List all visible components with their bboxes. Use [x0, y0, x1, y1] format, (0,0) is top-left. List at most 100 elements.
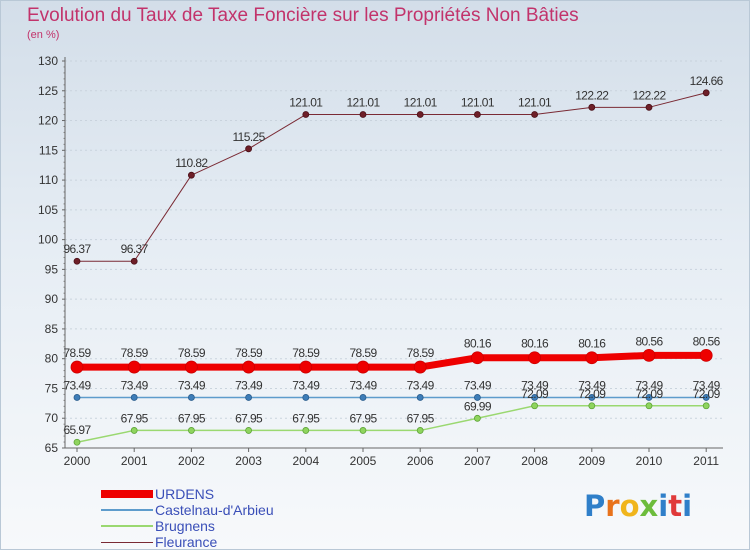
legend-item: Fleurance	[101, 534, 274, 550]
data-label: 80.16	[521, 337, 549, 351]
data-point	[642, 348, 656, 362]
data-point	[585, 351, 599, 365]
y-tick-label: 100	[38, 233, 58, 247]
data-label: 73.49	[349, 378, 377, 392]
data-label: 80.56	[693, 334, 721, 348]
legend-item: URDENS	[101, 486, 274, 502]
data-label: 73.49	[464, 378, 492, 392]
data-point	[187, 394, 195, 401]
data-point	[473, 111, 481, 118]
data-label: 78.59	[121, 346, 149, 360]
data-label: 96.37	[121, 242, 149, 256]
data-label: 121.01	[518, 96, 552, 110]
data-label: 69.99	[464, 399, 492, 413]
data-label: 121.01	[404, 96, 438, 110]
data-label: 80.56	[635, 334, 663, 348]
data-point	[531, 394, 538, 401]
y-tick-label: 105	[38, 203, 58, 217]
data-point	[699, 348, 713, 362]
y-tick-label: 70	[45, 411, 59, 425]
data-label: 73.49	[578, 378, 606, 392]
data-label: 80.16	[464, 337, 492, 351]
data-label: 73.49	[178, 378, 206, 392]
data-point	[645, 402, 653, 410]
data-label: 72.09	[521, 387, 549, 401]
data-point	[359, 427, 367, 434]
data-point	[702, 394, 710, 401]
data-label: 78.59	[235, 346, 263, 360]
data-point	[359, 111, 367, 118]
proxiti-logo: Proxiti	[584, 489, 692, 523]
data-point	[588, 103, 596, 111]
y-tick-label: 85	[45, 322, 59, 336]
x-tick-label: 2005	[350, 454, 377, 468]
data-label: 121.01	[289, 96, 323, 110]
x-tick-label: 2000	[64, 454, 91, 468]
data-point	[70, 360, 84, 374]
data-point	[245, 394, 253, 401]
data-point	[302, 111, 310, 118]
legend-item: Castelnau-d'Arbieu	[101, 502, 274, 518]
legend-swatch	[101, 525, 153, 527]
series-line-Brugnens	[76, 405, 707, 443]
legend-label: Fleurance	[155, 534, 218, 550]
data-label: 78.59	[292, 346, 320, 360]
y-tick-label: 125	[38, 84, 58, 98]
data-point	[645, 103, 653, 111]
data-point	[356, 360, 370, 374]
data-label: 78.59	[63, 346, 91, 360]
legend-item: Brugnens	[101, 518, 274, 534]
legend-label: Brugnens	[155, 518, 215, 534]
logo-letter: i	[658, 489, 669, 523]
data-point	[359, 394, 367, 401]
y-tick-label: 80	[45, 352, 59, 366]
data-point	[473, 394, 481, 401]
data-label: 80.16	[578, 337, 606, 351]
data-point	[127, 360, 141, 374]
data-label: 110.82	[175, 156, 208, 170]
x-tick-label: 2004	[292, 454, 319, 468]
y-tick-label: 95	[45, 262, 59, 276]
data-point	[187, 171, 195, 179]
data-label: 73.49	[407, 378, 435, 392]
chart-title: Evolution du Taux de Taxe Foncière sur l…	[27, 5, 579, 26]
data-label: 122.22	[632, 88, 666, 102]
data-label: 73.49	[635, 378, 663, 392]
data-label: 73.49	[693, 378, 721, 392]
data-label: 122.22	[575, 88, 609, 102]
data-point	[645, 394, 653, 401]
data-label: 121.01	[346, 96, 380, 110]
data-point	[242, 360, 256, 374]
chart-unit: (en %)	[27, 29, 60, 41]
data-point	[130, 257, 138, 265]
x-tick-label: 2006	[407, 454, 434, 468]
legend-label: URDENS	[155, 486, 215, 502]
x-tick-label: 2002	[178, 454, 205, 468]
data-point	[470, 351, 484, 365]
y-tick-label: 115	[39, 143, 58, 157]
data-point	[245, 427, 253, 434]
x-tick-label: 2011	[693, 454, 719, 468]
data-label: 67.95	[349, 411, 377, 425]
data-point	[73, 438, 81, 446]
data-label: 73.49	[235, 378, 263, 392]
legend-swatch	[101, 509, 153, 511]
x-tick-label: 2008	[521, 454, 548, 468]
data-point	[184, 360, 198, 374]
logo-letter: o	[619, 489, 640, 523]
data-label: 73.49	[292, 378, 320, 392]
data-point	[416, 394, 424, 401]
y-tick-label: 110	[39, 173, 58, 187]
data-point	[299, 360, 313, 374]
data-point	[531, 111, 538, 118]
data-label: 115.25	[232, 130, 265, 144]
data-label: 72.09	[635, 387, 663, 401]
data-label: 96.37	[63, 242, 91, 256]
data-point	[187, 427, 195, 434]
data-label: 65.97	[63, 423, 91, 437]
data-point	[531, 402, 538, 410]
y-tick-label: 65	[45, 441, 59, 455]
data-point	[302, 427, 310, 434]
